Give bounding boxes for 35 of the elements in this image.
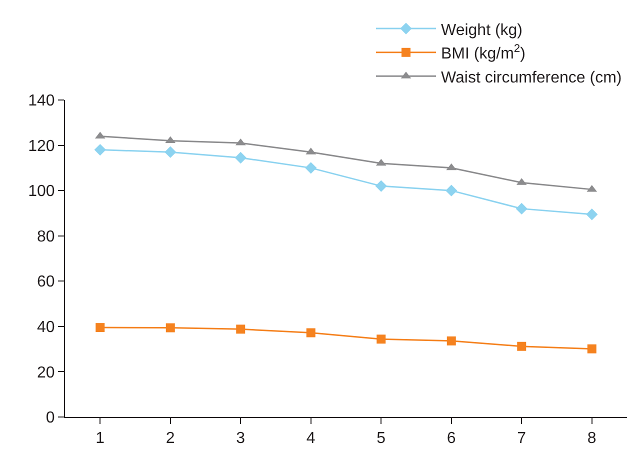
y-tick-label: 140 [28, 92, 55, 110]
x-tick-label: 5 [376, 430, 386, 448]
point [94, 144, 106, 156]
point [446, 336, 456, 346]
point [236, 324, 246, 334]
point [517, 342, 526, 351]
x-tick-label: 2 [166, 430, 175, 448]
point [446, 184, 458, 196]
point [375, 180, 387, 192]
x-tick-label: 4 [306, 430, 316, 448]
point [516, 202, 528, 215]
y-tick-label: 60 [37, 274, 55, 291]
y-tick-label: 0 [46, 410, 55, 427]
y-tick-label: 40 [37, 319, 55, 336]
point [305, 162, 317, 174]
x-tick-label: 3 [236, 430, 246, 448]
legend-label: Waist circumference (cm) [441, 69, 622, 86]
x-tick-label: 1 [96, 430, 105, 448]
point [306, 328, 316, 338]
legend-label: Weight (kg) [441, 22, 523, 39]
point [586, 208, 598, 220]
point [164, 146, 176, 158]
point [166, 323, 175, 332]
x-tick-label: 7 [517, 430, 526, 448]
legend-label: BMI (kg/m$^{2}$) [441, 42, 526, 63]
point [96, 323, 105, 332]
x-tick-label: 8 [587, 430, 596, 448]
x-tick-label: 6 [446, 430, 456, 448]
y-tick-label: 20 [37, 364, 55, 382]
y-tick-label: 80 [37, 228, 55, 246]
point [376, 334, 386, 344]
point [234, 152, 246, 164]
y-tick-label: 100 [28, 183, 55, 200]
point [587, 344, 596, 354]
y-tick-label: 120 [28, 138, 55, 155]
